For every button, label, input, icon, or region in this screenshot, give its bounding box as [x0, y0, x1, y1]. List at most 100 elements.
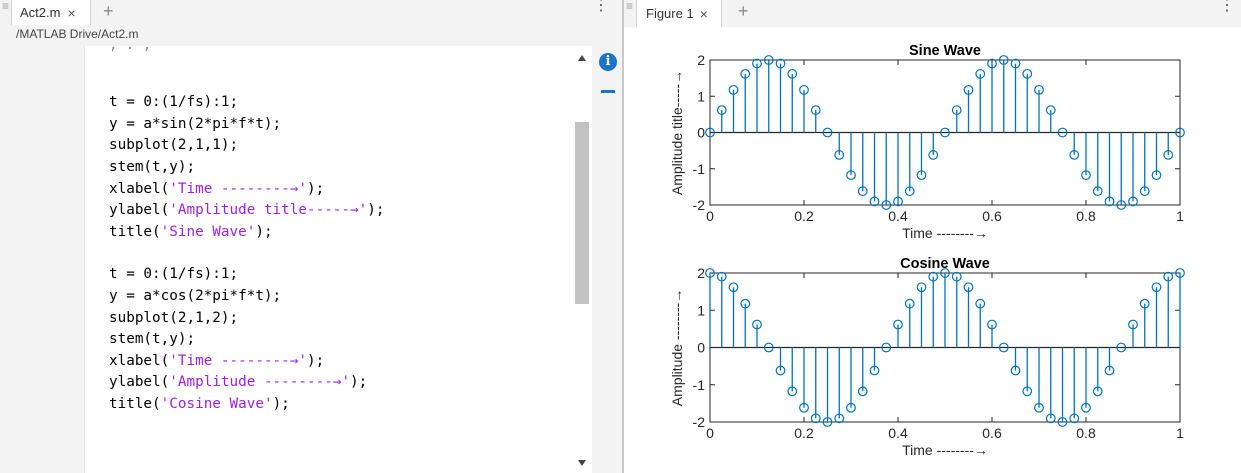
more-options-icon[interactable]: ⋮ — [1219, 0, 1235, 14]
stem-marker — [1139, 186, 1150, 197]
stem-marker — [752, 319, 762, 330]
code-editor[interactable]: , . , t = 0:(1/fs):1; y = a*sin(2*pi*f*t… — [84, 46, 572, 473]
stem-marker — [857, 186, 868, 197]
x-tick-label: 0.4 — [888, 425, 908, 441]
stem-marker — [904, 186, 915, 197]
y-tick-label: -1 — [693, 377, 706, 393]
x-tick-label: 0.6 — [982, 425, 1002, 441]
stem-marker — [881, 342, 892, 353]
tab-figure-1[interactable]: Figure 1 × — [636, 0, 722, 27]
vertical-scrollbar[interactable] — [572, 46, 592, 473]
stem-marker — [1010, 58, 1021, 69]
stem-marker — [857, 386, 868, 397]
code-token: ); — [350, 374, 368, 390]
code-line: subplot(2,1,2); — [109, 310, 239, 326]
code-line: subplot(2,1,1); — [109, 137, 239, 153]
stem-marker — [987, 319, 997, 330]
tab-act2[interactable]: Act2.m × — [11, 0, 91, 25]
stem-marker — [928, 150, 939, 160]
figure-tabbar: ≡ Figure 1 × + ⋮ — [624, 0, 1241, 27]
stem-plot-1: -2 -1 0 1 2 0 0.2 0.4 0.6 0.8 1 Sine Wave Time -----… — [669, 43, 1185, 241]
editor-pane: ≡ Act2.m × + ⋮ /MATLAB Drive/Act2.m , . … — [0, 0, 622, 473]
y-tick-label: 1 — [697, 88, 705, 104]
add-tab-icon[interactable]: + — [738, 1, 749, 21]
stem-marker — [1092, 386, 1103, 397]
file-path: /MATLAB Drive/Act2.m — [0, 25, 622, 45]
stem-marker — [1139, 298, 1150, 309]
x-axis-label: Time --------→ — [902, 442, 988, 458]
code-line: title('Sine Wave'); — [109, 224, 273, 240]
code-line: xlabel('Time --------→'); — [109, 353, 324, 369]
string-literal: 'Amplitude --------→' — [169, 374, 351, 390]
stem-marker — [975, 68, 986, 79]
close-icon[interactable]: × — [699, 5, 708, 22]
stem-marker — [1104, 365, 1115, 376]
analyzer-marker[interactable] — [601, 90, 615, 93]
more-options-icon[interactable]: ⋮ — [593, 0, 609, 14]
stem-marker — [975, 298, 986, 309]
stem-marker — [893, 196, 903, 207]
stem-marker — [1092, 186, 1103, 197]
stem-marker — [1104, 196, 1115, 207]
drag-grip-icon[interactable]: ≡ — [626, 0, 633, 13]
code-line: ylabel('Amplitude --------→'); — [109, 374, 367, 390]
pane-splitter[interactable] — [622, 0, 624, 473]
info-icon[interactable]: i — [599, 53, 617, 71]
code-token: ); — [272, 396, 290, 412]
code-token: title( — [109, 396, 161, 412]
stem-marker — [1069, 413, 1080, 424]
y-tick-label: -2 — [693, 414, 706, 430]
stem-marker — [763, 342, 774, 353]
string-literal: 'Cosine Wave' — [160, 396, 273, 412]
stem-marker — [1081, 170, 1091, 181]
stem-marker — [1045, 105, 1056, 115]
close-icon[interactable]: × — [67, 4, 76, 21]
string-literal: 'Time --------→' — [169, 181, 307, 197]
stem-marker — [1022, 386, 1033, 397]
code-token: ); — [255, 224, 273, 240]
figure-pane: ≡ Figure 1 × + ⋮ -2 -1 0 1 2 0 0.2 0.4 0.6 0.8 1 Si… — [624, 0, 1241, 473]
code-token: ); — [307, 181, 325, 197]
stem-marker — [1128, 196, 1138, 207]
y-tick-label: 1 — [697, 302, 705, 318]
stem-marker — [799, 402, 809, 413]
string-literal: 'Time --------→' — [169, 353, 307, 369]
scroll-up-arrow-icon[interactable] — [578, 55, 586, 61]
chart-title: Cosine Wave — [900, 256, 990, 272]
stem-marker — [740, 298, 751, 309]
stem-marker — [1163, 271, 1174, 282]
code-token: ); — [307, 353, 325, 369]
y-axis-label: Amplitude title-----→ — [669, 70, 685, 195]
x-tick-label: 0 — [706, 425, 714, 441]
x-tick-label: 0.2 — [794, 208, 814, 224]
stem-marker — [1010, 365, 1021, 376]
code-token: ylabel( — [109, 202, 170, 218]
stem-marker — [1163, 150, 1174, 160]
stem-plot-2: -2 -1 0 1 2 0 0.2 0.4 0.6 0.8 1 Cosine Wave Time ---… — [669, 256, 1185, 458]
stem-marker — [1069, 150, 1080, 160]
code-line: ylabel('Amplitude title-----→'); — [109, 202, 384, 218]
scroll-down-arrow-icon[interactable] — [578, 460, 586, 466]
stem-marker — [716, 105, 727, 115]
stem-marker — [1151, 170, 1162, 181]
stem-marker — [916, 282, 927, 293]
code-line: xlabel('Time --------→'); — [109, 181, 324, 197]
stem-marker — [728, 84, 739, 95]
add-tab-icon[interactable]: + — [103, 1, 114, 21]
y-tick-label: -1 — [693, 161, 706, 177]
stem-marker — [763, 55, 774, 65]
x-tick-label: 0.4 — [888, 208, 908, 224]
stem-marker — [1045, 413, 1056, 424]
stem-marker — [728, 282, 739, 293]
drag-grip-icon[interactable]: ≡ — [2, 0, 9, 13]
code-line: stem(t,y); — [109, 159, 196, 175]
scrollbar-thumb[interactable] — [575, 122, 589, 304]
x-tick-label: 0.6 — [982, 208, 1002, 224]
x-tick-label: 1 — [1176, 208, 1184, 224]
stem-marker — [705, 268, 715, 278]
stem-marker — [998, 55, 1009, 65]
code-line-cutoff: , . , — [109, 46, 151, 53]
stem-marker — [846, 170, 856, 181]
y-tick-label: 0 — [697, 340, 705, 356]
stem-marker — [752, 58, 762, 69]
